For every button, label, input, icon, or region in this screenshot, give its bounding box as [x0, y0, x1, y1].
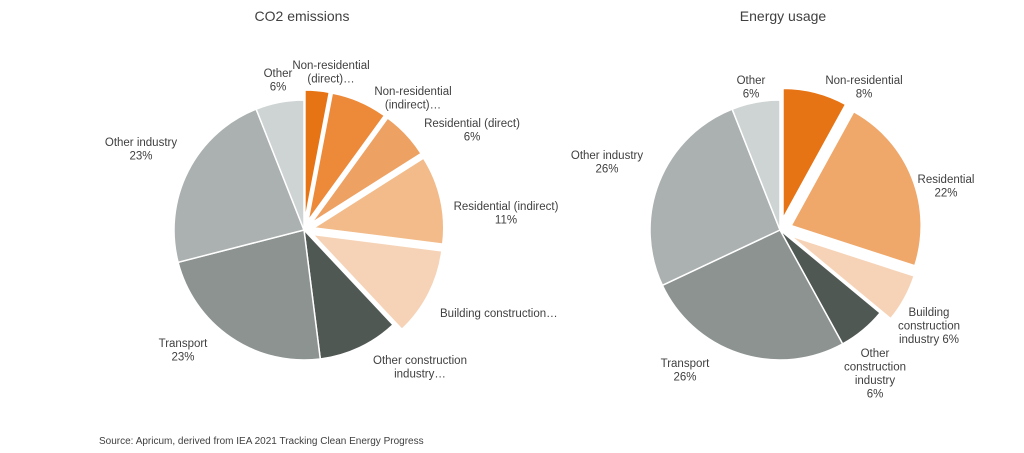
- pie-slice-energy-2: [790, 235, 916, 320]
- slice-label-co2-6: Transport 23%: [159, 338, 209, 364]
- pie-slice-co2-6: [177, 229, 322, 361]
- pie-slice-energy-6: [731, 99, 781, 231]
- slice-label-co2-3: Residential (indirect) 11%: [454, 201, 559, 227]
- pie-slice-energy-4: [661, 229, 844, 361]
- slice-label-energy-1: Residential 22%: [918, 174, 975, 200]
- co2-emissions-pie: [173, 89, 445, 361]
- slice-label-co2-5: Other construction industry…: [373, 355, 467, 381]
- slice-label-energy-3: Other construction industry 6%: [844, 348, 906, 401]
- slice-label-co2-2: Residential (direct) 6%: [424, 118, 520, 144]
- slice-label-co2-1: Non-residential (indirect)…: [374, 86, 451, 112]
- slice-label-co2-8: Other 6%: [264, 68, 293, 94]
- pie-slice-co2-7: [173, 108, 306, 264]
- energy-chart-title: Energy usage: [740, 8, 827, 24]
- energy-usage-labels: Non-residential 8% Residential 22% Building c…: [571, 75, 975, 401]
- pie-slice-co2-1: [307, 92, 386, 222]
- pie-slice-energy-1: [790, 110, 922, 267]
- energy-usage-pie: [649, 87, 922, 361]
- pie-slice-co2-3: [311, 157, 445, 245]
- slice-label-energy-4: Transport 26%: [661, 358, 711, 384]
- slice-label-energy-0: Non-residential 8%: [825, 75, 902, 101]
- pie-slice-co2-2: [310, 116, 423, 224]
- pie-slice-co2-0: [304, 89, 331, 221]
- slice-label-energy-2: Building construction industry 6%: [898, 307, 960, 346]
- pie-slice-co2-8: [255, 99, 305, 231]
- co2-chart-title: CO2 emissions: [255, 8, 350, 24]
- co2-emissions-labels: Non-residential (direct)…Non-residential(…: [105, 60, 559, 381]
- pie-slice-co2-4: [310, 233, 443, 331]
- pie-slice-energy-0: [782, 87, 847, 219]
- source-note: Source: Apricum, derived from IEA 2021 T…: [99, 436, 424, 447]
- pie-slice-co2-5: [302, 227, 395, 360]
- pie-slice-energy-5: [649, 108, 781, 287]
- slice-label-energy-6: Other 6%: [737, 75, 766, 101]
- slice-label-energy-5: Other industry 26%: [571, 150, 643, 176]
- slice-label-co2-0: Non-residential (direct)…: [292, 60, 369, 86]
- slice-label-co2-4: Building construction…: [440, 308, 558, 320]
- slice-label-co2-7: Other industry 23%: [105, 137, 177, 163]
